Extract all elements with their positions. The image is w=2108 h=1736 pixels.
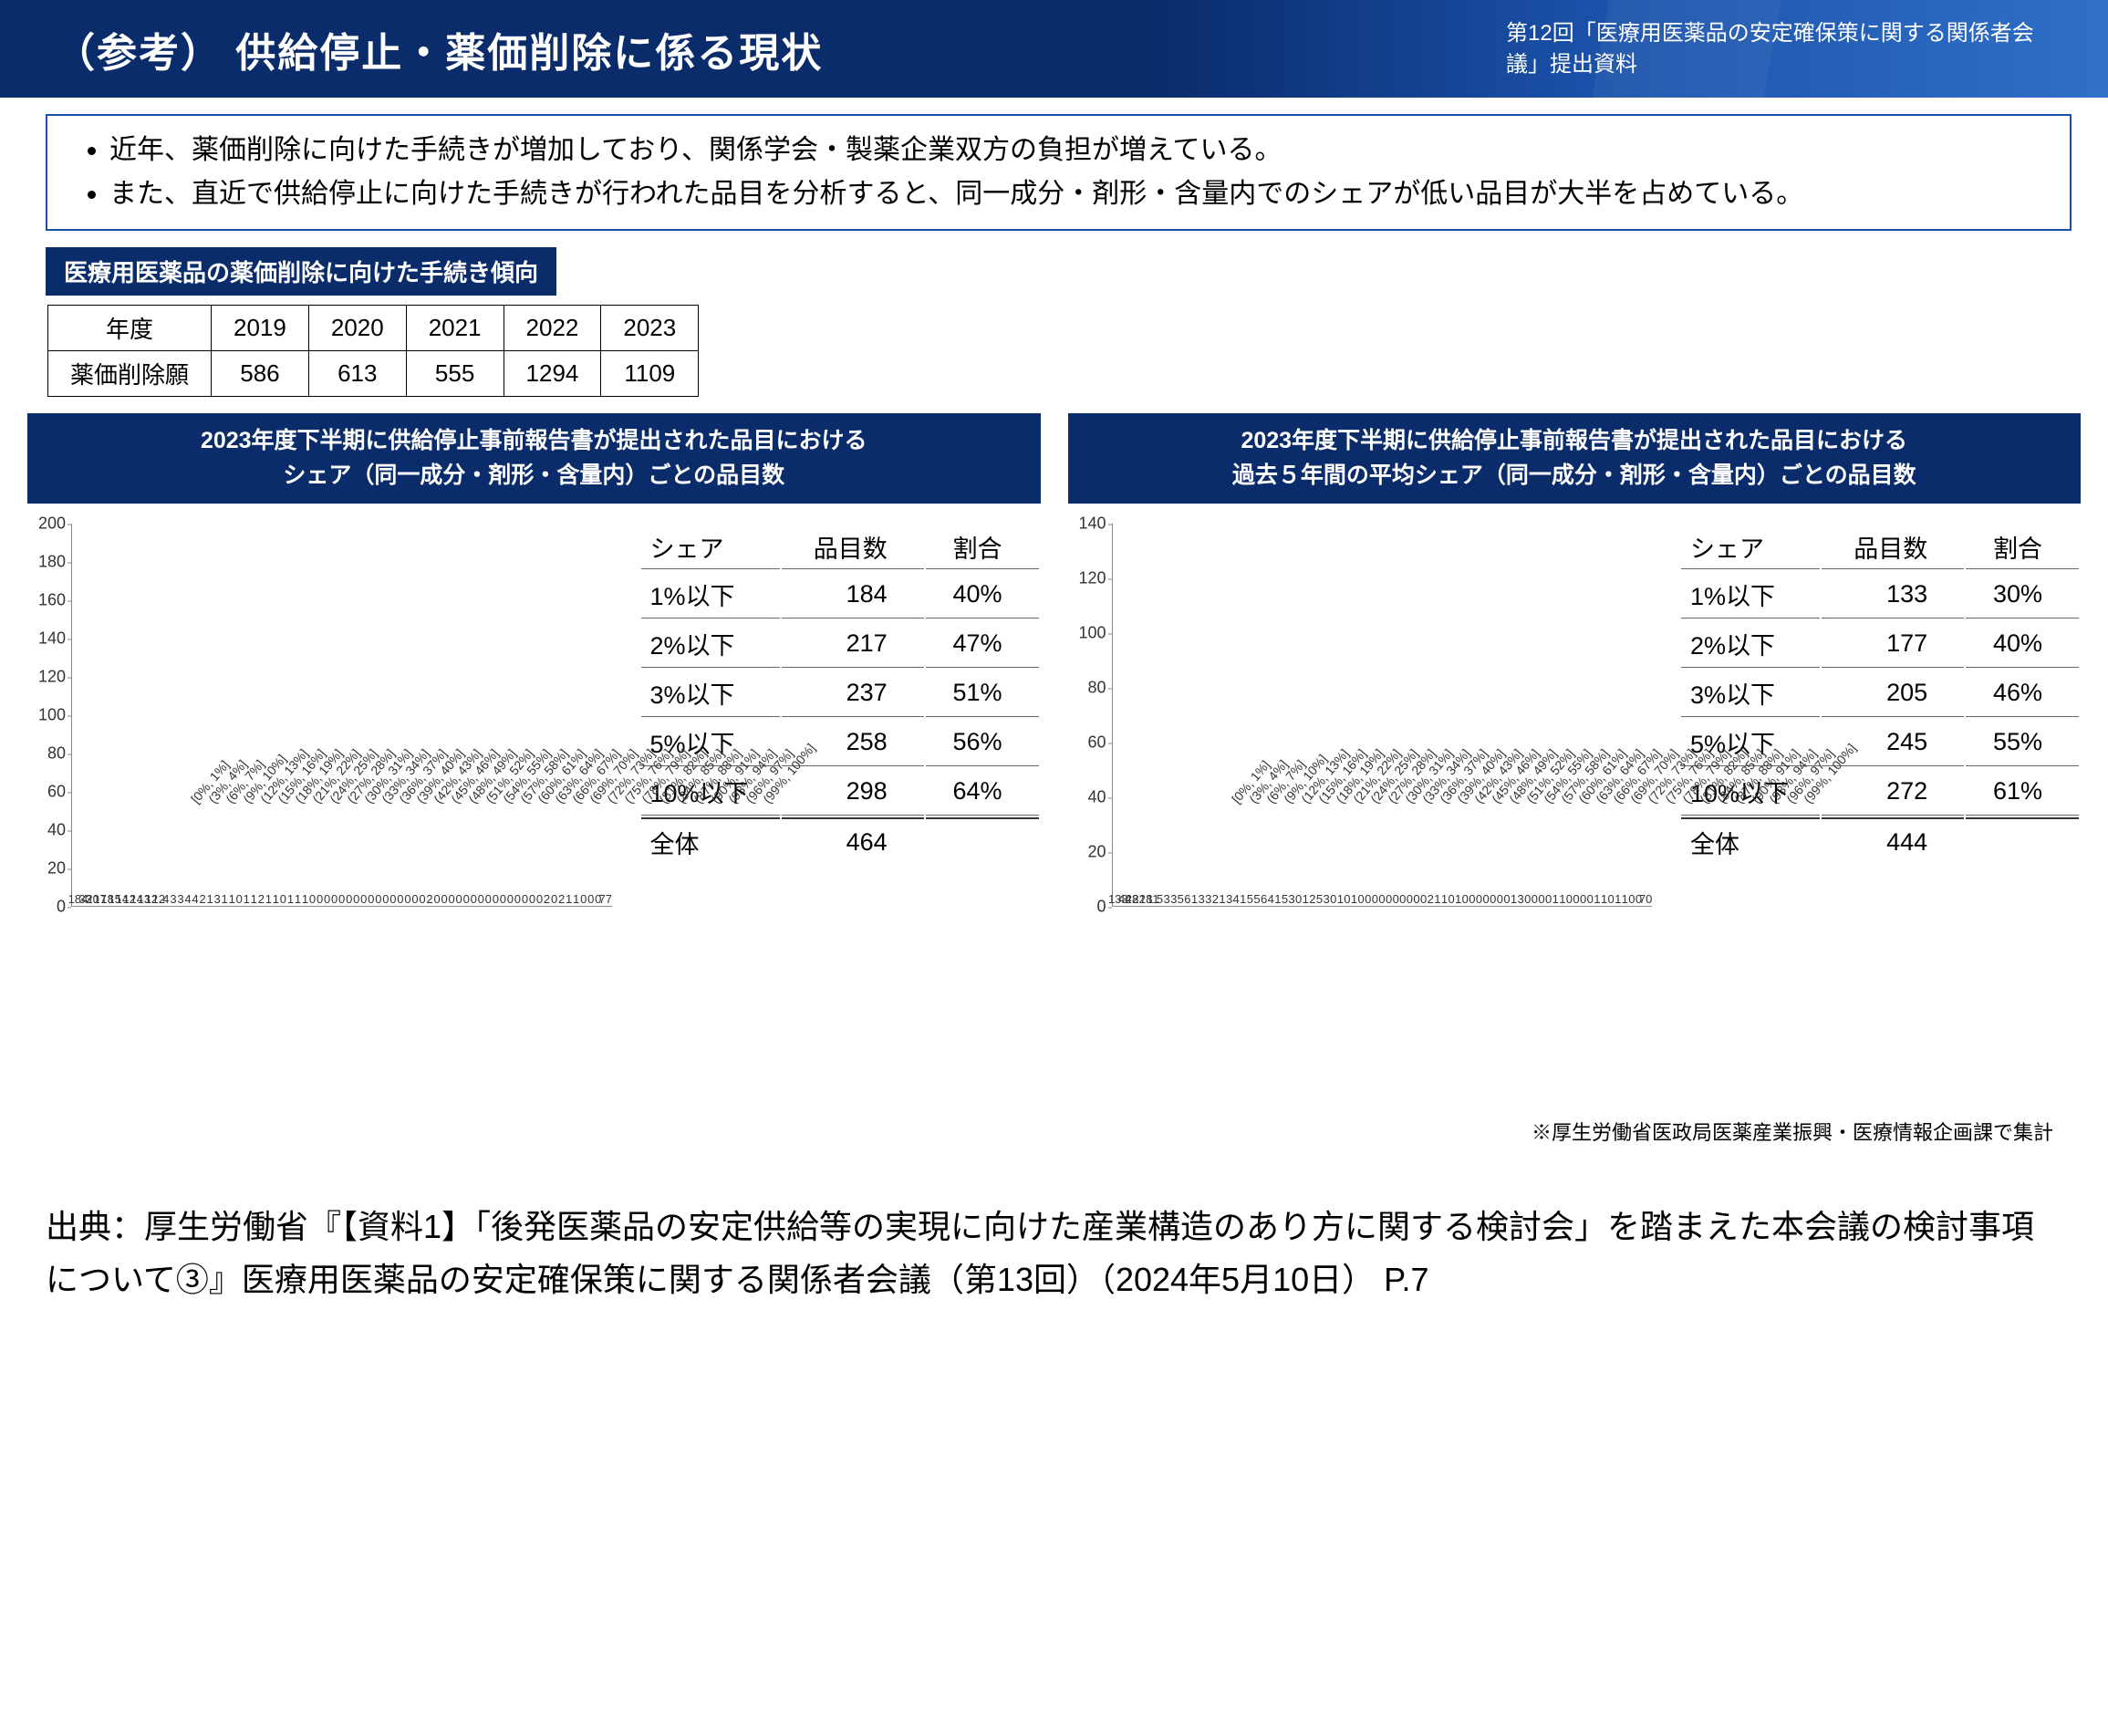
y-tick: 40: [47, 821, 66, 840]
share-table-cell: 1%以下: [1681, 571, 1820, 619]
chart-title-left: 2023年度下半期に供給停止事前報告書が提出された品目におけるシェア（同一成分・…: [27, 413, 1041, 504]
share-table-cell: 444: [1822, 817, 1964, 866]
summary-item: また、直近で供給停止に向けた手続きが行われた品目を分析すると、同一成分・剤形・含…: [109, 172, 2044, 216]
y-tick: 80: [1087, 679, 1106, 698]
bar-chart-left: 020406080100120140160180200 184332017181…: [27, 524, 621, 934]
trend-year: 2019: [212, 306, 309, 351]
y-tick: 100: [1078, 624, 1106, 643]
share-table-cell: 237: [782, 670, 924, 717]
share-table-cell: 464: [782, 817, 924, 866]
share-table-cell: 30%: [1966, 571, 2079, 619]
share-table-cell: 2%以下: [1681, 620, 1820, 668]
share-table-cell: 2%以下: [641, 620, 780, 668]
y-tick: 40: [1087, 788, 1106, 807]
trend-data-row: 薬価削除願 586 613 555 1294 1109: [48, 351, 699, 397]
share-table-row: 2%以下17740%: [1681, 620, 2079, 668]
bar-chart-right: 020406080100120140 133442822181153356133…: [1068, 524, 1662, 934]
y-tick: 60: [1087, 733, 1106, 753]
share-table-header: 割合: [926, 525, 1039, 569]
y-tick: 20: [1087, 843, 1106, 862]
share-table-row: 1%以下13330%: [1681, 571, 2079, 619]
share-table-row: 1%以下18440%: [641, 571, 1039, 619]
share-table-cell: 40%: [926, 571, 1039, 619]
share-table-cell: 3%以下: [1681, 670, 1820, 717]
chart-panel-left: 2023年度下半期に供給停止事前報告書が提出された品目におけるシェア（同一成分・…: [27, 413, 1041, 934]
y-tick: 120: [1078, 569, 1106, 588]
share-table-row: 2%以下21747%: [641, 620, 1039, 668]
share-table-header: シェア: [641, 525, 780, 569]
share-table-cell: 51%: [926, 670, 1039, 717]
y-tick: 0: [1096, 898, 1106, 917]
share-table-cell: [1966, 817, 2079, 866]
share-table-cell: 55%: [1966, 719, 2079, 766]
share-table-cell: 298: [782, 768, 924, 816]
chart-body-left: 020406080100120140160180200 184332017181…: [27, 515, 1041, 934]
trend-value: 1109: [601, 351, 699, 397]
source-citation: 出典：厚生労働省『【資料1】「後発医薬品の安定供給等の実現に向けた産業構造のあり…: [0, 1146, 2108, 1305]
chart-panel-right: 2023年度下半期に供給停止事前報告書が提出された品目における過去５年間の平均シ…: [1068, 413, 2082, 934]
share-table-header: 品目数: [1822, 525, 1964, 569]
share-table-cell: 177: [1822, 620, 1964, 668]
page-subtitle: 第12回「医療用医薬品の安定確保策に関する関係者会議」提出資料: [1506, 18, 2053, 79]
summary-list: 近年、薬価削除に向けた手続きが増加しており、関係学会・製薬企業双方の負担が増えて…: [73, 129, 2044, 216]
share-table-cell: 47%: [926, 620, 1039, 668]
summary-box: 近年、薬価削除に向けた手続きが増加しており、関係学会・製薬企業双方の負担が増えて…: [46, 114, 2072, 231]
chart-title-right: 2023年度下半期に供給停止事前報告書が提出された品目における過去５年間の平均シ…: [1068, 413, 2082, 504]
trend-value: 1294: [504, 351, 601, 397]
trend-year: 2020: [308, 306, 406, 351]
y-tick: 140: [1078, 515, 1106, 534]
share-table-header: 品目数: [782, 525, 924, 569]
summary-item: 近年、薬価削除に向けた手続きが増加しており、関係学会・製薬企業双方の負担が増えて…: [109, 129, 2044, 172]
share-table-cell: 56%: [926, 719, 1039, 766]
share-table-cell: 3%以下: [641, 670, 780, 717]
y-tick: 200: [38, 515, 66, 534]
trend-col-label: 年度: [48, 306, 212, 351]
share-table-header: 割合: [1966, 525, 2079, 569]
y-tick: 0: [57, 898, 66, 917]
chart-body-right: 020406080100120140 133442822181153356133…: [1068, 515, 2082, 934]
share-table-cell: 46%: [1966, 670, 2079, 717]
y-tick: 20: [47, 859, 66, 878]
y-tick: 140: [38, 629, 66, 649]
trend-row-label: 薬価削除願: [48, 351, 212, 397]
header-bar: （参考） 供給停止・薬価削除に係る現状 第12回「医療用医薬品の安定確保策に関す…: [0, 0, 2108, 98]
trend-value: 613: [308, 351, 406, 397]
share-table-cell: 1%以下: [641, 571, 780, 619]
share-table-row: 3%以下23751%: [641, 670, 1039, 717]
y-tick: 120: [38, 668, 66, 687]
y-tick: 80: [47, 744, 66, 764]
trend-year: 2022: [504, 306, 601, 351]
trend-header-row: 年度 2019 2020 2021 2022 2023: [48, 306, 699, 351]
share-table-row: 3%以下20546%: [1681, 670, 2079, 717]
trend-value: 586: [212, 351, 309, 397]
share-table-cell: 40%: [1966, 620, 2079, 668]
y-tick: 100: [38, 706, 66, 725]
share-table-cell: [926, 817, 1039, 866]
share-table-cell: 272: [1822, 768, 1964, 816]
charts-row: 2023年度下半期に供給停止事前報告書が提出された品目におけるシェア（同一成分・…: [0, 413, 2108, 934]
page-title: （参考） 供給停止・薬価削除に係る現状: [55, 20, 823, 78]
y-tick: 180: [38, 553, 66, 572]
share-table-cell: 205: [1822, 670, 1964, 717]
share-table-cell: 61%: [1966, 768, 2079, 816]
trend-value: 555: [406, 351, 504, 397]
trend-table: 年度 2019 2020 2021 2022 2023 薬価削除願 586 61…: [47, 305, 699, 397]
y-tick: 60: [47, 783, 66, 802]
trend-year: 2023: [601, 306, 699, 351]
share-table-cell: 133: [1822, 571, 1964, 619]
share-table-header: シェア: [1681, 525, 1820, 569]
share-table-cell: 64%: [926, 768, 1039, 816]
trend-section-label: 医療用医薬品の薬価削除に向けた手続き傾向: [46, 247, 556, 296]
share-table-cell: 217: [782, 620, 924, 668]
trend-year: 2021: [406, 306, 504, 351]
y-tick: 160: [38, 591, 66, 610]
share-table-cell: 184: [782, 571, 924, 619]
